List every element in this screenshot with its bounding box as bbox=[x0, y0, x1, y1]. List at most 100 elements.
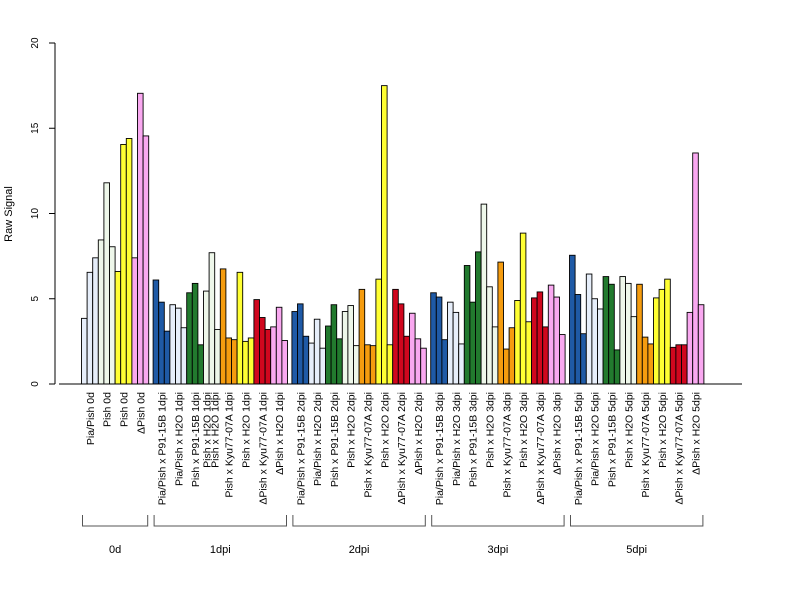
bar bbox=[186, 292, 193, 385]
bar bbox=[347, 305, 354, 385]
bar bbox=[553, 296, 560, 385]
bar bbox=[503, 348, 510, 385]
bar bbox=[208, 252, 216, 385]
bar bbox=[231, 339, 238, 385]
x-tick-label: Pia/Pish x P91-15B 5dpi bbox=[573, 392, 585, 505]
bar bbox=[369, 345, 377, 385]
bar bbox=[236, 271, 244, 385]
bar bbox=[341, 311, 349, 385]
x-tick-label: ΔPish x Kyu77-07A 3dpi bbox=[535, 392, 547, 505]
bar bbox=[547, 284, 555, 385]
bar bbox=[469, 301, 476, 385]
bar bbox=[486, 286, 493, 385]
bar bbox=[358, 288, 366, 385]
bar bbox=[142, 135, 150, 385]
x-tick-label: ΔPish x Kyu77-07A 5dpi bbox=[674, 392, 686, 505]
x-tick-label: ΔPish x Kyu77-07A 2dpi bbox=[396, 392, 408, 505]
x-tick-label: Pish x Kyu77-07A 1dpi bbox=[224, 392, 236, 498]
bar bbox=[625, 282, 632, 385]
bar bbox=[225, 337, 232, 385]
x-tick-label: Pish x Kyu77-07A 3dpi bbox=[501, 392, 513, 498]
bar bbox=[441, 339, 448, 385]
bar bbox=[297, 303, 304, 385]
y-tick-label: 15 bbox=[30, 122, 41, 134]
bar bbox=[491, 326, 499, 385]
bar bbox=[559, 334, 566, 385]
x-tick-label: Pish x H2O 3dpi bbox=[485, 392, 497, 468]
x-tick-label: Pish x P91-15B 3dpi bbox=[468, 392, 480, 487]
bar bbox=[414, 338, 422, 385]
bar bbox=[175, 307, 182, 385]
group-label: 5dpi bbox=[626, 544, 647, 556]
bar bbox=[291, 311, 298, 385]
y-tick-label: 5 bbox=[30, 296, 41, 302]
x-tick-label: ΔPish 0d bbox=[135, 392, 147, 434]
bar bbox=[375, 278, 382, 385]
bar bbox=[325, 325, 332, 385]
bar bbox=[203, 290, 210, 385]
x-tick-label: ΔPish x H2O 5dpi bbox=[691, 392, 703, 475]
y-axis: 0 5 10 15 20 bbox=[30, 37, 56, 387]
bar bbox=[81, 317, 88, 385]
bar bbox=[608, 283, 615, 385]
bar bbox=[109, 246, 116, 385]
bar bbox=[480, 203, 488, 385]
bar bbox=[386, 344, 394, 385]
bar bbox=[120, 143, 127, 385]
x-tick-label: ΔPish x H2O 3dpi bbox=[552, 392, 564, 475]
bar bbox=[259, 317, 266, 385]
bar bbox=[131, 257, 138, 385]
x-tick-label: Pia/Pish x P91-15B 2dpi bbox=[295, 392, 307, 505]
bar bbox=[197, 344, 204, 385]
bar bbox=[163, 330, 171, 385]
bar bbox=[681, 344, 688, 385]
bar bbox=[447, 301, 454, 385]
bar bbox=[420, 347, 427, 385]
bar bbox=[92, 257, 99, 385]
group-bracket bbox=[292, 515, 426, 527]
bar bbox=[508, 327, 516, 385]
bar bbox=[397, 303, 405, 385]
bar bbox=[270, 326, 277, 385]
x-tick-label: Pish x H2O 3dpi bbox=[518, 392, 530, 468]
x-tick-label: Pish x Kyu77-07A 5dpi bbox=[640, 392, 652, 498]
bar bbox=[409, 312, 416, 385]
bar bbox=[302, 335, 310, 385]
bar bbox=[475, 251, 482, 385]
x-tick-label: Pish 0d bbox=[102, 392, 114, 427]
bar bbox=[514, 300, 521, 385]
group-label: 3dpi bbox=[488, 544, 509, 556]
bar bbox=[692, 152, 699, 385]
bar bbox=[247, 337, 255, 385]
bar bbox=[169, 304, 176, 385]
bar bbox=[158, 301, 165, 385]
bar bbox=[653, 297, 660, 385]
x-tick-label: Pish x H2O 2dpi bbox=[379, 392, 391, 468]
y-axis-label: Raw Signal bbox=[3, 186, 15, 242]
bar bbox=[585, 273, 593, 385]
x-tick-label: Pish x Kyu77-07A 2dpi bbox=[363, 392, 375, 498]
bar bbox=[114, 271, 122, 385]
bar bbox=[275, 306, 283, 385]
x-tick-label: ΔPish x Kyu77-07A 1dpi bbox=[257, 392, 269, 505]
bar bbox=[313, 318, 321, 385]
group-bracket bbox=[153, 515, 287, 527]
bar bbox=[630, 316, 638, 385]
bar bbox=[525, 321, 532, 385]
bar bbox=[330, 304, 338, 385]
bar bbox=[458, 343, 465, 385]
bar bbox=[669, 346, 677, 385]
group-label: 0d bbox=[109, 544, 121, 556]
bar bbox=[97, 239, 105, 385]
bar bbox=[152, 279, 160, 385]
x-tick-label: Pia/Pish x H2O 2dpi bbox=[312, 392, 324, 486]
bar bbox=[619, 276, 626, 385]
bar bbox=[536, 291, 544, 385]
x-tick-label: Pia/Pish 0d bbox=[85, 392, 97, 445]
x-tick-label: Pia/Pish x H2O 1dpi bbox=[173, 392, 185, 486]
x-tick-label: Pish x H2O 2dpi bbox=[346, 392, 358, 468]
bar bbox=[137, 92, 144, 385]
group-bracket bbox=[431, 515, 565, 527]
bar bbox=[191, 282, 199, 385]
